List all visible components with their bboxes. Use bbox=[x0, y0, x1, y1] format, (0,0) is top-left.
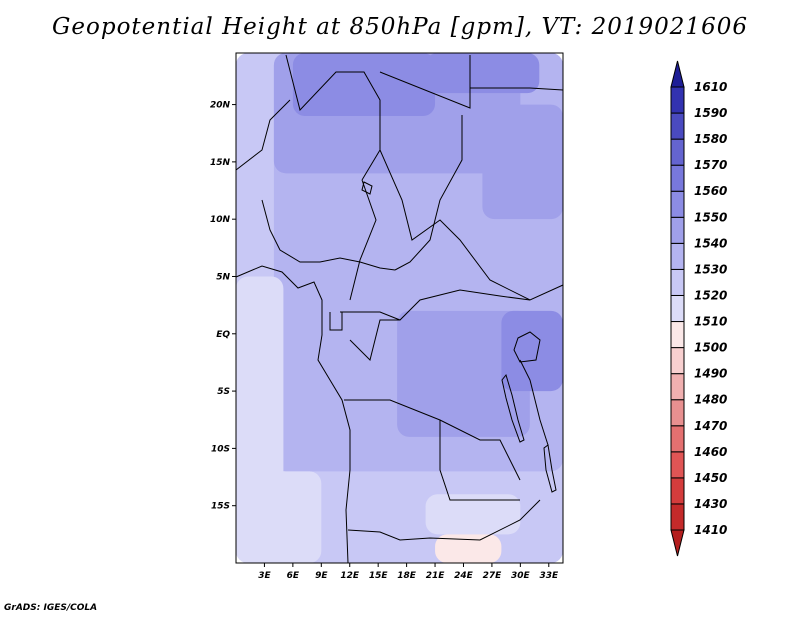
colorbar-band bbox=[670, 164, 685, 192]
colorbar-label: 1510 bbox=[694, 315, 727, 329]
colorbar-label: 1530 bbox=[694, 262, 727, 276]
lake-chad bbox=[361, 181, 373, 195]
colorbar-band bbox=[670, 112, 685, 140]
lat-tick-label: 20N bbox=[210, 101, 231, 111]
border bbox=[379, 149, 564, 301]
map-frame bbox=[235, 52, 564, 564]
lake-tanganyika bbox=[501, 373, 525, 443]
chart-title: Geopotential Height at 850hPa [gpm], VT:… bbox=[52, 14, 748, 40]
colorbar-end-low bbox=[670, 529, 685, 557]
border bbox=[349, 179, 377, 301]
field-region bbox=[435, 534, 502, 563]
lon-tick-label: 6E bbox=[287, 571, 300, 581]
lat-tick-label: 15N bbox=[210, 158, 231, 168]
colorbar-label: 1550 bbox=[694, 210, 727, 224]
colorbar-label: 1520 bbox=[694, 288, 727, 302]
lon-tick-label: 24E bbox=[454, 571, 474, 581]
lat-tick-label: 5N bbox=[216, 272, 230, 282]
colorbar-band bbox=[670, 425, 685, 453]
colorbar-band bbox=[670, 294, 685, 323]
colorbar-label: 1570 bbox=[694, 158, 727, 172]
field-region bbox=[236, 471, 322, 563]
colorbar-band bbox=[670, 86, 685, 114]
lon-tick-label: 30E bbox=[511, 571, 531, 581]
colorbar-band bbox=[670, 451, 685, 479]
border bbox=[470, 87, 564, 91]
lon-tick-label: 9E bbox=[315, 571, 328, 581]
lat-tick-label: 10N bbox=[210, 215, 231, 225]
field-region bbox=[425, 494, 521, 535]
lon-tick-label: 33E bbox=[539, 571, 559, 581]
field-region bbox=[397, 310, 530, 437]
colorbar-band bbox=[670, 399, 685, 427]
colorbar-label: 1500 bbox=[694, 341, 727, 355]
colorbar-label: 1410 bbox=[694, 523, 727, 537]
border bbox=[347, 499, 541, 541]
colorbar-label: 1590 bbox=[694, 106, 727, 120]
colorbar-label: 1450 bbox=[694, 471, 727, 485]
border bbox=[379, 55, 471, 109]
field-region bbox=[482, 104, 563, 220]
border bbox=[394, 115, 463, 271]
lat-tick-label: 10S bbox=[211, 444, 230, 454]
country-borders bbox=[235, 54, 564, 564]
colorbar-label: 1430 bbox=[694, 497, 727, 511]
colorbar-band bbox=[670, 321, 685, 349]
lon-tick-label: 21E bbox=[426, 571, 446, 581]
border bbox=[344, 399, 521, 481]
lat-tick-label: 15S bbox=[211, 502, 230, 512]
colorbar-band bbox=[670, 138, 685, 166]
colorbar-band bbox=[670, 268, 685, 296]
colorbar-label: 1470 bbox=[694, 419, 727, 433]
colorbar-band bbox=[670, 503, 685, 531]
field-region bbox=[292, 53, 436, 117]
colorbar-label: 1610 bbox=[694, 80, 727, 94]
lat-tick-label: 5S bbox=[217, 387, 230, 397]
lake-victoria bbox=[513, 331, 541, 363]
colorbar-label: 1560 bbox=[694, 184, 727, 198]
border bbox=[439, 420, 520, 501]
lon-tick-label: 3E bbox=[258, 571, 271, 581]
lake-malawi bbox=[543, 444, 557, 493]
colorbar-band bbox=[670, 347, 685, 375]
colorbar-band bbox=[670, 242, 685, 270]
colorbar-label: 1490 bbox=[694, 367, 727, 381]
colorbar: 1410 1430 1450 1460 1470 1480 1490 1500 1510 1520… bbox=[670, 60, 727, 557]
axes: 20N 15N 10N 5N EQ 5S 10S 15S 3E 6E 9E 12E 15E 18E 21E 2… bbox=[210, 101, 559, 581]
border bbox=[235, 99, 291, 171]
field-region bbox=[501, 310, 563, 392]
credit-label: GrADS: IGES/COLA bbox=[4, 603, 98, 613]
border bbox=[349, 319, 400, 361]
colorbar-band bbox=[670, 373, 685, 401]
coastline bbox=[235, 265, 351, 564]
field-region bbox=[425, 53, 540, 94]
colorbar-label: 1460 bbox=[694, 445, 727, 459]
colorbar-band bbox=[670, 477, 685, 505]
lat-tick-label: EQ bbox=[216, 330, 230, 340]
lon-tick-label: 12E bbox=[340, 571, 360, 581]
lon-tick-label: 15E bbox=[369, 571, 389, 581]
colorbar-band bbox=[670, 216, 685, 244]
border bbox=[261, 199, 396, 271]
colorbar-end-high bbox=[670, 60, 685, 88]
border bbox=[329, 312, 343, 331]
lon-tick-label: 27E bbox=[483, 571, 503, 581]
lon-tick-label: 18E bbox=[397, 571, 417, 581]
geopotential-field bbox=[236, 53, 563, 563]
colorbar-band bbox=[670, 190, 685, 218]
colorbar-label: 1580 bbox=[694, 132, 727, 146]
colorbar-label: 1480 bbox=[694, 393, 727, 407]
border bbox=[340, 289, 531, 321]
border bbox=[519, 359, 549, 446]
colorbar-label: 1540 bbox=[694, 236, 727, 250]
